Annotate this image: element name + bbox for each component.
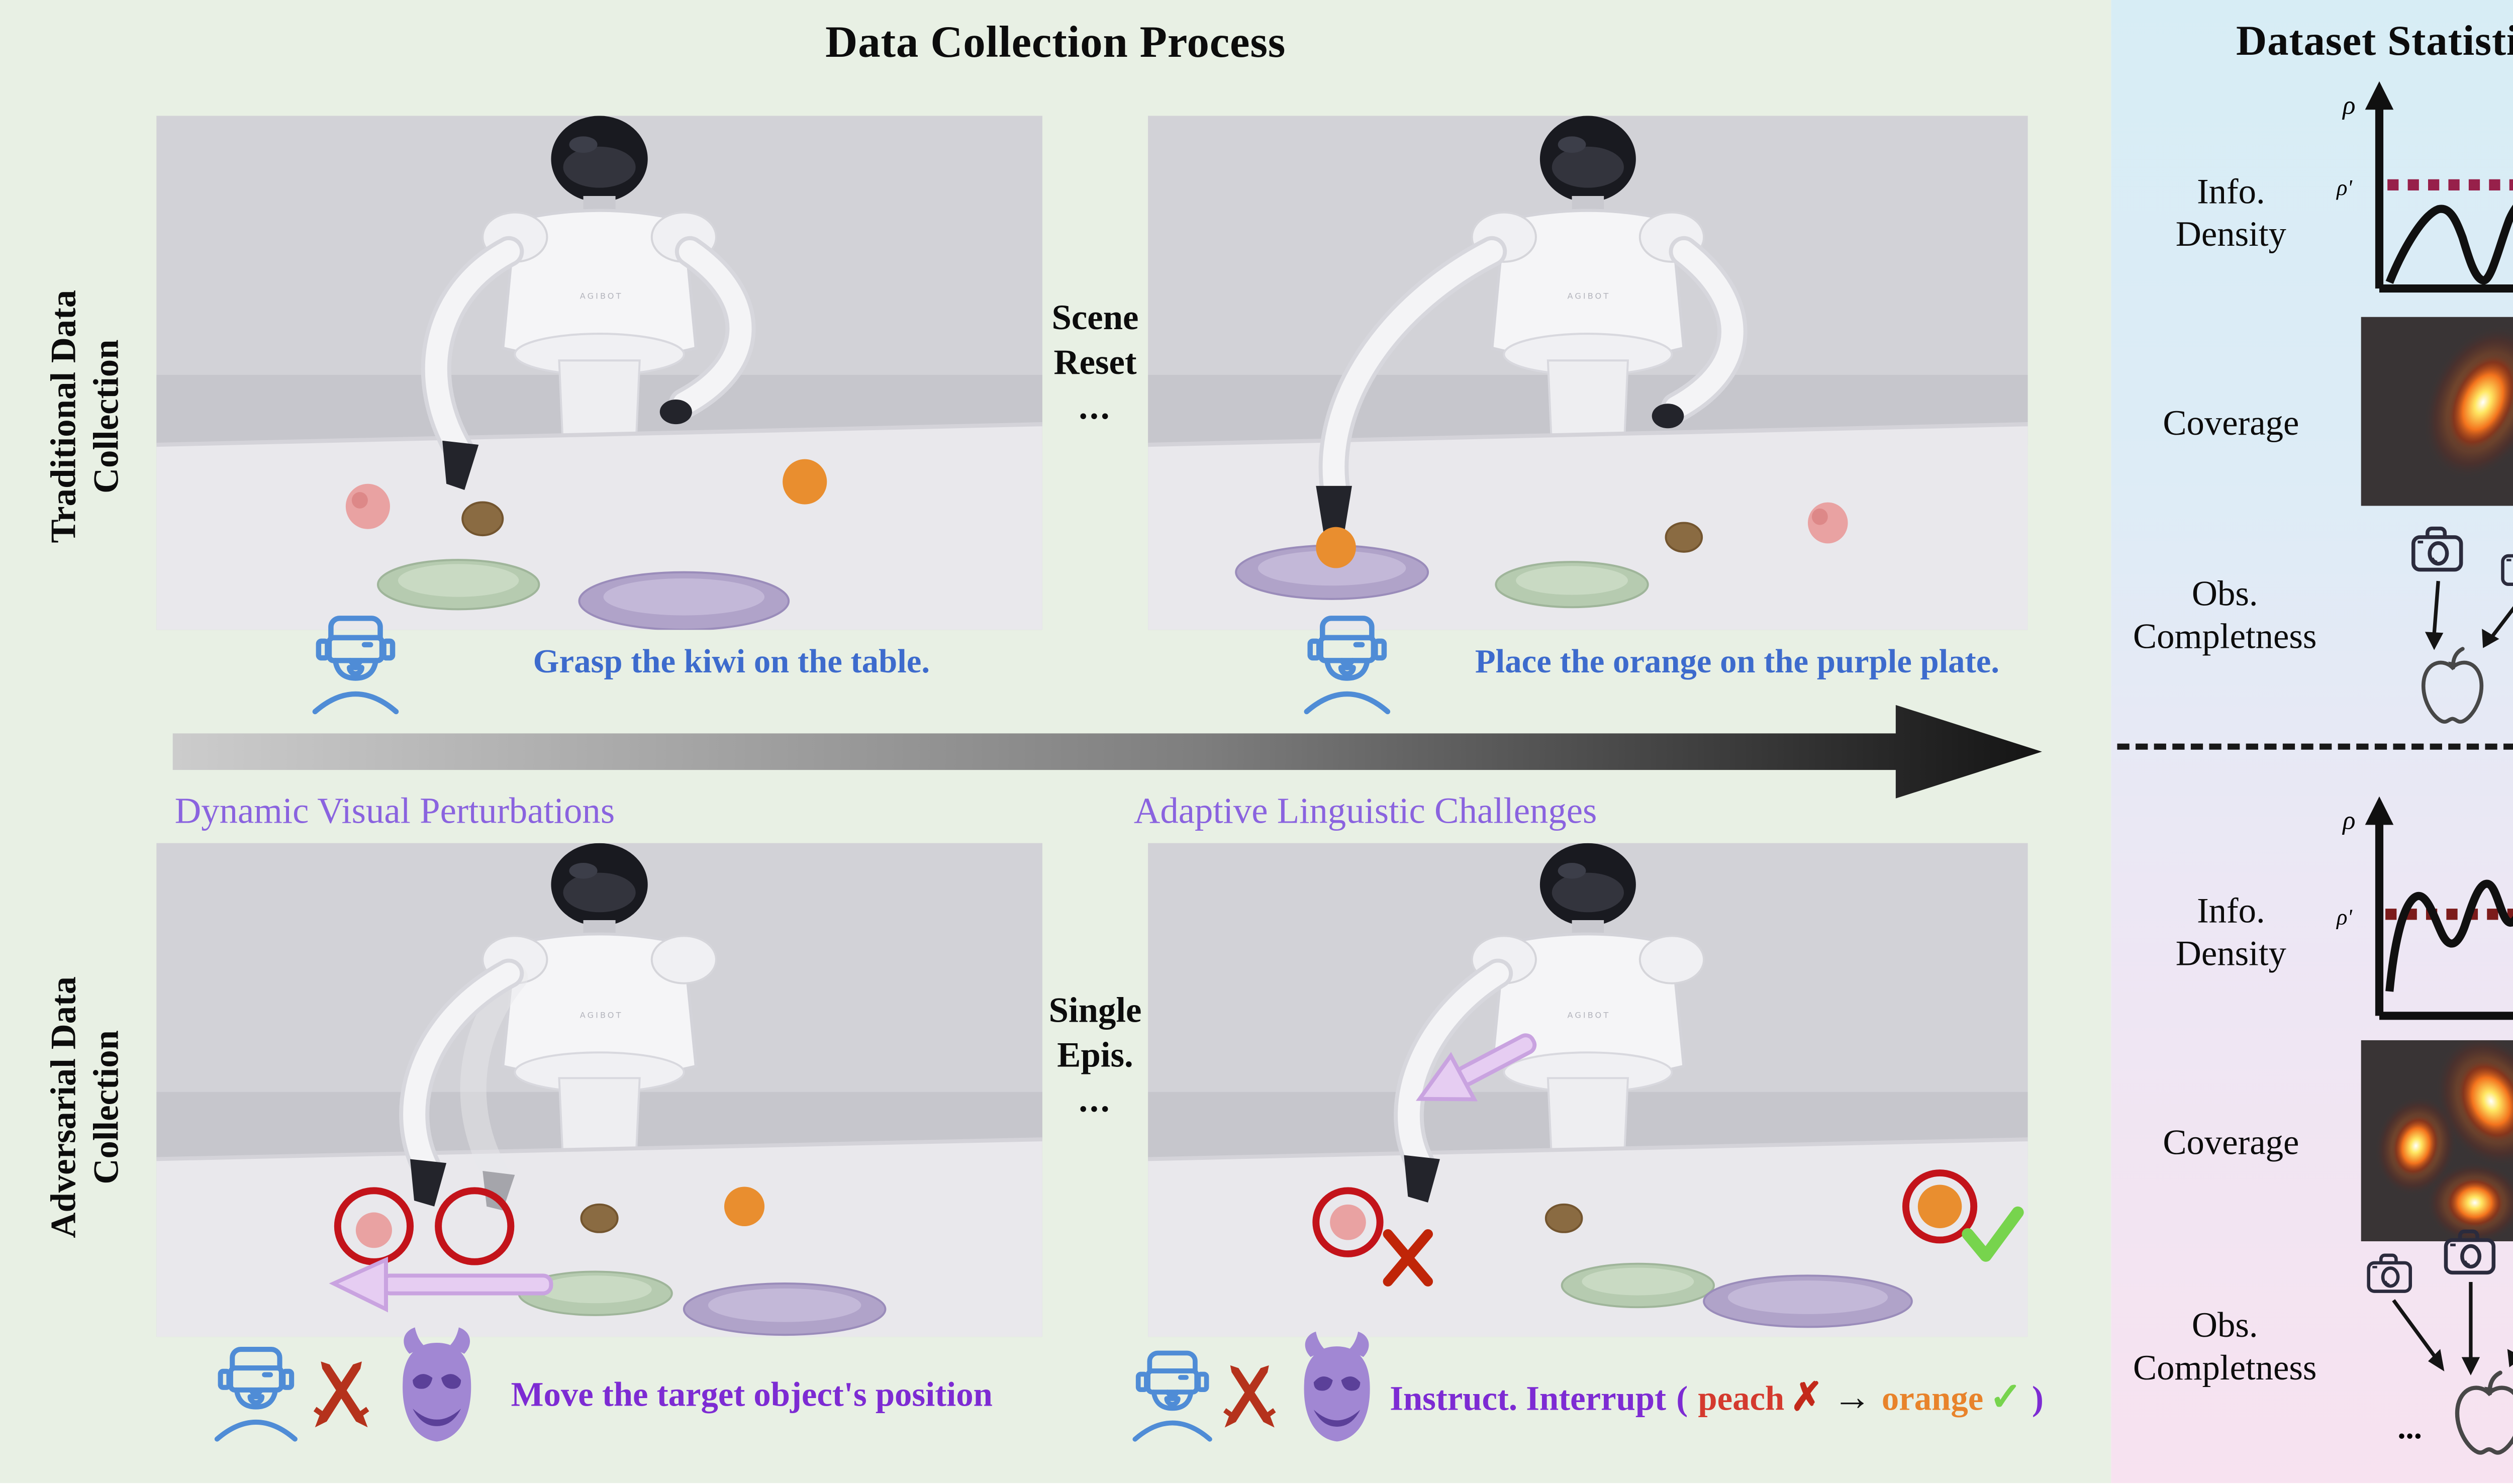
crossed-swords-icon bbox=[1215, 1361, 1284, 1430]
vr-operator-icon bbox=[309, 610, 402, 715]
interrupt-right-word: orange bbox=[1881, 1379, 1984, 1418]
obs-completeness-diagram-traditional bbox=[2393, 520, 2513, 731]
row-label-adversarial: Adversarial Data Collection bbox=[42, 976, 126, 1238]
robot-brand-label: AGIBOT bbox=[579, 290, 623, 301]
check-mark-icon: ✓ bbox=[1989, 1377, 2022, 1420]
coverage-heatmap-traditional bbox=[2361, 317, 2513, 506]
photo-traditional-grasp bbox=[156, 116, 1042, 630]
info-density-plot-traditional: ρ ρ' t bbox=[2336, 81, 2513, 293]
devil-face-icon bbox=[382, 1325, 492, 1447]
apple-icon bbox=[2457, 1373, 2513, 1453]
stat-label-obs-completeness: Obs. Completness bbox=[2105, 1304, 2345, 1390]
caption-instruct-interrupt: Instruct. Interrupt ( peach ✗ → orange ✓… bbox=[1390, 1375, 2054, 1422]
y-axis-label: ρ bbox=[2342, 806, 2355, 835]
robot-brand-label: AGIBOT bbox=[579, 1010, 623, 1020]
stat-label-info-density: Info. Density bbox=[2117, 890, 2345, 975]
crossed-swords-icon bbox=[305, 1357, 378, 1431]
process-title: Data Collection Process bbox=[825, 16, 1286, 67]
interrupt-close-paren: ) bbox=[2032, 1379, 2044, 1418]
scene-reset-line2: Reset bbox=[1053, 341, 1137, 382]
vr-operator-icon bbox=[1130, 1345, 1215, 1442]
subtitle-dynamic-visual: Dynamic Visual Perturbations bbox=[174, 790, 615, 831]
robot-brand-label: AGIBOT bbox=[1567, 1010, 1611, 1020]
camera-icon bbox=[2413, 529, 2461, 570]
info-density-plot-adversarial: ρ ρ' t bbox=[2336, 796, 2513, 1020]
stat-label-line: Density bbox=[2175, 932, 2286, 973]
photo-traditional-place bbox=[1148, 116, 2028, 630]
photo-adversarial-move bbox=[156, 843, 1042, 1337]
stat-label-line: Density bbox=[2175, 213, 2286, 254]
stat-label-coverage: Coverage bbox=[2163, 402, 2299, 443]
row-label-traditional: Traditional Data Collection bbox=[42, 289, 126, 543]
coverage-heatmap-adversarial bbox=[2361, 1040, 2513, 1242]
obs-completeness-diagram-adversarial: ... bbox=[2337, 1219, 2513, 1467]
threshold-label: ρ' bbox=[2336, 904, 2353, 929]
interrupt-label: Instruct. Interrupt bbox=[1390, 1379, 1667, 1418]
caption-grasp-kiwi: Grasp the kiwi on the table. bbox=[533, 642, 930, 681]
single-episode-ellipsis: ... bbox=[1079, 1078, 1112, 1120]
apple-icon bbox=[2424, 649, 2482, 722]
vr-operator-icon bbox=[211, 1341, 301, 1442]
stat-label-line: Obs. bbox=[2191, 573, 2258, 614]
stat-label-line: Obs. bbox=[2191, 1304, 2258, 1345]
stat-label-info-density: Info. Density bbox=[2117, 171, 2345, 256]
y-axis-label: ρ bbox=[2342, 90, 2355, 120]
interrupt-open-paren: ( bbox=[1676, 1379, 1688, 1418]
camera-icon bbox=[2503, 548, 2513, 584]
subtitle-adaptive-linguistic: Adaptive Linguistic Challenges bbox=[1133, 790, 1597, 831]
single-episode-line2: Epis. bbox=[1057, 1034, 1133, 1075]
stat-label-obs-completeness: Obs. Completness bbox=[2105, 573, 2345, 658]
interrupt-wrong-word: peach bbox=[1698, 1379, 1785, 1418]
devil-face-icon bbox=[1284, 1329, 1390, 1446]
scene-reset-line1: Scene bbox=[1051, 296, 1139, 338]
section-divider-dashed bbox=[2117, 743, 2513, 750]
arrow-right-icon: → bbox=[1832, 1377, 1872, 1420]
vr-operator-icon bbox=[1300, 610, 1394, 715]
threshold-label: ρ' bbox=[2336, 175, 2353, 200]
stat-label-line: Info. bbox=[2197, 170, 2265, 212]
scene-reset-ellipsis: ... bbox=[1079, 386, 1112, 427]
process-flow-arrow bbox=[172, 705, 2042, 799]
caption-move-object: Move the target object's position bbox=[511, 1375, 993, 1414]
camera-icon bbox=[2369, 1255, 2410, 1292]
single-episode-line1: Single bbox=[1048, 989, 1142, 1030]
camera-icon bbox=[2446, 1231, 2493, 1272]
photo-adversarial-interrupt bbox=[1148, 843, 2028, 1337]
obs-ellipsis: ... bbox=[2397, 1409, 2422, 1445]
caption-place-orange: Place the orange on the purple plate. bbox=[1475, 642, 2000, 681]
stats-title: Dataset Statistics bbox=[2236, 16, 2513, 65]
stat-label-line: Completness bbox=[2133, 615, 2317, 656]
scene-reset-label: Scene Reset ... bbox=[1038, 294, 1152, 429]
stat-label-line: Completness bbox=[2133, 1347, 2317, 1388]
cross-mark-icon: ✗ bbox=[1790, 1377, 1823, 1420]
stat-label-coverage: Coverage bbox=[2163, 1121, 2299, 1162]
single-episode-label: Single Epis. ... bbox=[1038, 987, 1152, 1122]
robot-brand-label: AGIBOT bbox=[1567, 290, 1611, 301]
stat-label-line: Info. bbox=[2197, 889, 2265, 931]
